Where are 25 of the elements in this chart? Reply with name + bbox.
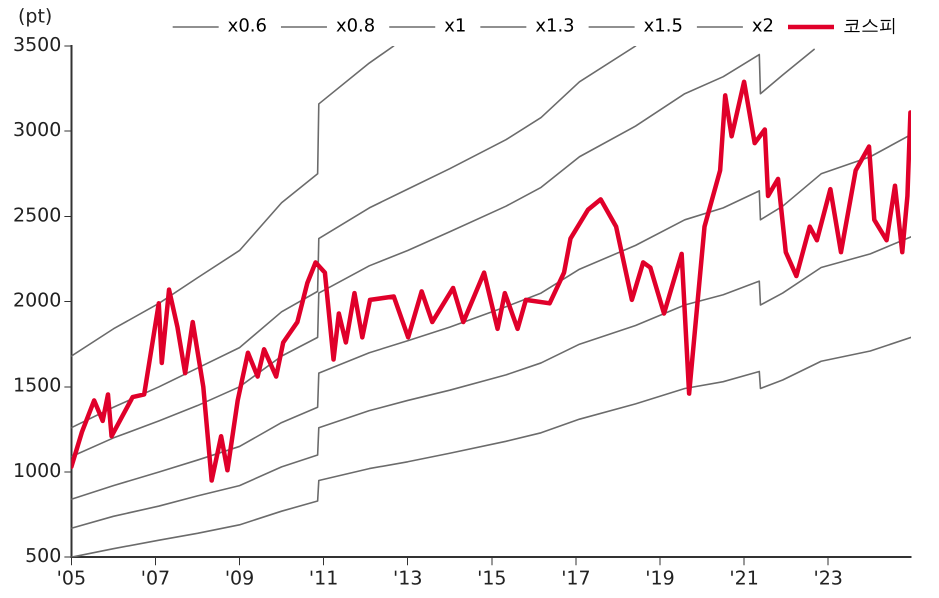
y-tick-label: 2000 xyxy=(12,290,62,312)
legend-label: x1.5 xyxy=(644,16,683,37)
x-tick-label: '15 xyxy=(477,568,507,590)
y-tick-label: 1500 xyxy=(12,374,62,397)
y-axis-title: (pt) xyxy=(18,5,52,28)
legend-label: x2 xyxy=(752,16,774,37)
legend-label: x1 xyxy=(444,16,466,37)
x-tick-label: '05 xyxy=(56,568,86,590)
y-tick-label: 3500 xyxy=(12,34,62,56)
x-tick-label: '23 xyxy=(813,568,843,590)
x-tick-label: '13 xyxy=(393,568,422,590)
legend-label: 코스피 xyxy=(843,16,897,37)
legend-label: x1.3 xyxy=(535,16,575,37)
y-tick-label: 500 xyxy=(25,545,62,568)
x-tick-label: '09 xyxy=(224,568,254,590)
y-tick-label: 1000 xyxy=(12,460,62,482)
legend-label: x0.8 xyxy=(336,16,376,37)
x-tick-label: '21 xyxy=(729,568,759,590)
x-tick-label: '17 xyxy=(561,568,591,590)
x-tick-label: '11 xyxy=(308,568,338,590)
y-tick-label: 3000 xyxy=(12,119,62,142)
y-tick-label: 2500 xyxy=(12,204,62,226)
legend-label: x0.6 xyxy=(228,16,267,37)
x-tick-label: '19 xyxy=(645,568,675,590)
x-tick-label: '07 xyxy=(140,568,170,590)
